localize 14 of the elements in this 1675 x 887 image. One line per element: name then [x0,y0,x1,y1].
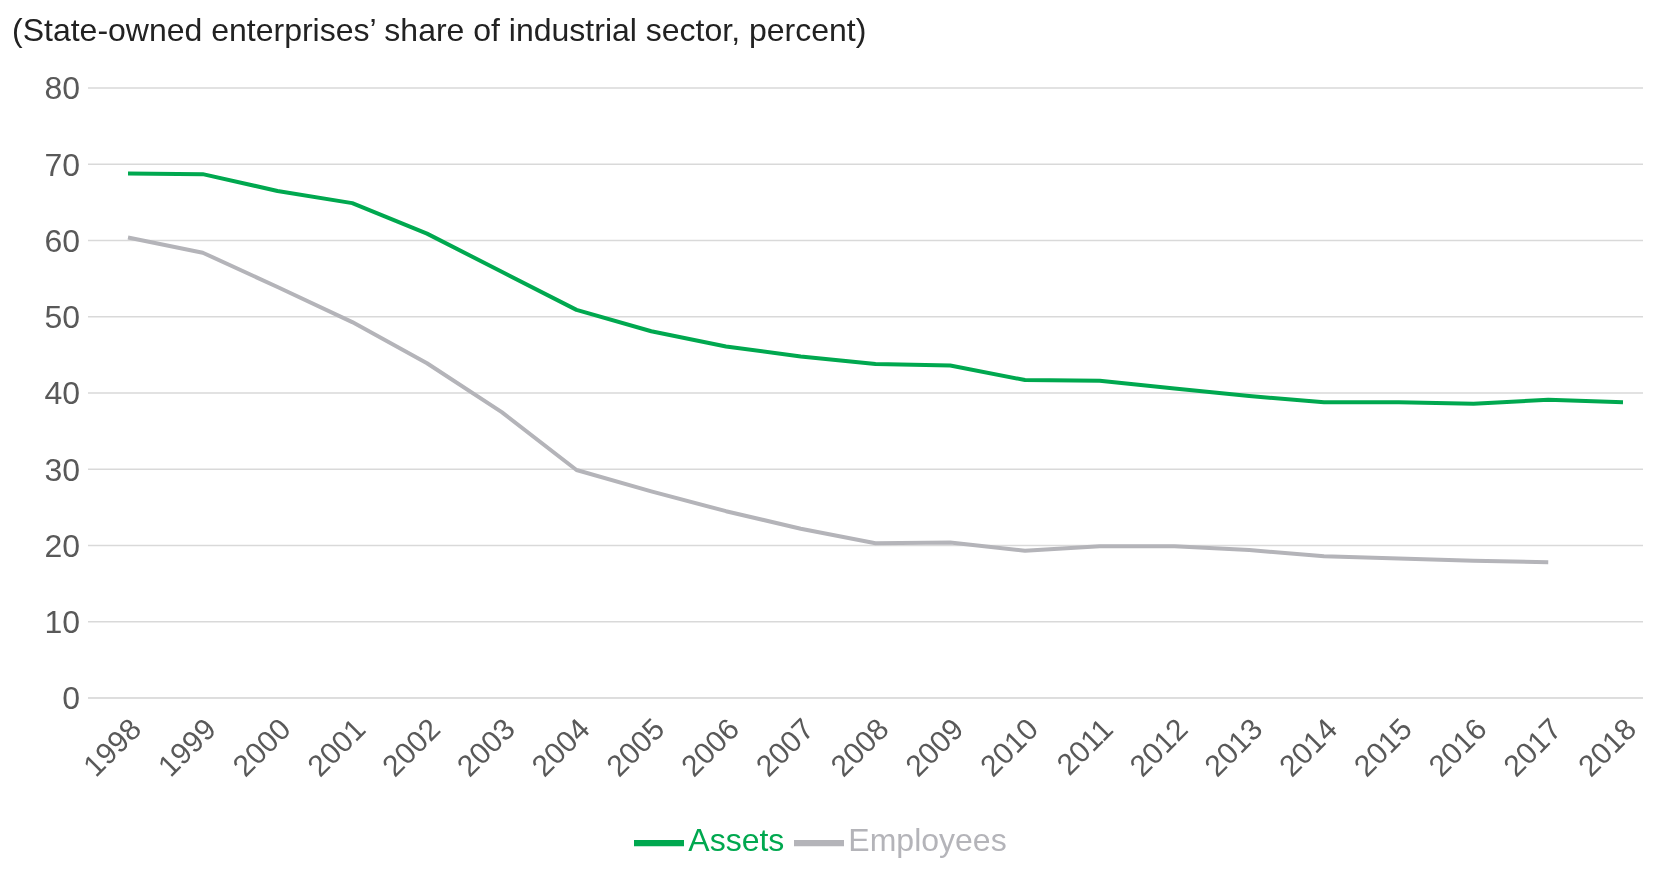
y-tick-label: 50 [44,299,80,336]
y-tick-label: 0 [62,680,80,717]
y-tick-label: 40 [44,375,80,412]
y-tick-label: 60 [44,222,80,259]
y-tick-label: 10 [44,604,80,641]
y-tick-label: 70 [44,146,80,183]
y-tick-label: 80 [44,70,80,107]
legend-label: Employees [848,822,1007,859]
y-tick-label: 30 [44,451,80,488]
y-tick-label: 20 [44,527,80,564]
legend-label: Assets [688,822,785,859]
chart-title: (State-owned enterprises’ share of industrial sector, percent) [12,12,867,49]
line-series [126,235,1551,565]
line-series [126,171,1625,406]
